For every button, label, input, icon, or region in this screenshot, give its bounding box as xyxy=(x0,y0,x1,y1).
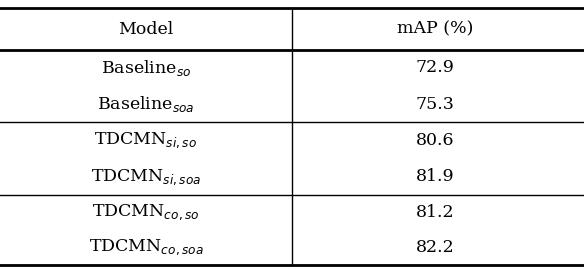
Text: 81.2: 81.2 xyxy=(416,204,454,221)
Text: TDCMN$_{co,so}$: TDCMN$_{co,so}$ xyxy=(92,202,200,222)
Text: TDCMN$_{co,soa}$: TDCMN$_{co,soa}$ xyxy=(89,237,203,257)
Text: TDCMN$_{si,so}$: TDCMN$_{si,so}$ xyxy=(95,130,197,150)
Text: 72.9: 72.9 xyxy=(416,59,454,76)
Text: Model: Model xyxy=(119,21,173,38)
Text: 75.3: 75.3 xyxy=(416,96,454,113)
Text: Baseline$_{soa}$: Baseline$_{soa}$ xyxy=(98,94,194,114)
Text: mAP (%): mAP (%) xyxy=(397,21,473,38)
Text: 81.9: 81.9 xyxy=(416,168,454,185)
Text: Baseline$_{so}$: Baseline$_{so}$ xyxy=(101,58,191,78)
Text: 80.6: 80.6 xyxy=(416,132,454,149)
Text: TDCMN$_{si,soa}$: TDCMN$_{si,soa}$ xyxy=(91,167,201,187)
Text: 82.2: 82.2 xyxy=(416,239,454,256)
